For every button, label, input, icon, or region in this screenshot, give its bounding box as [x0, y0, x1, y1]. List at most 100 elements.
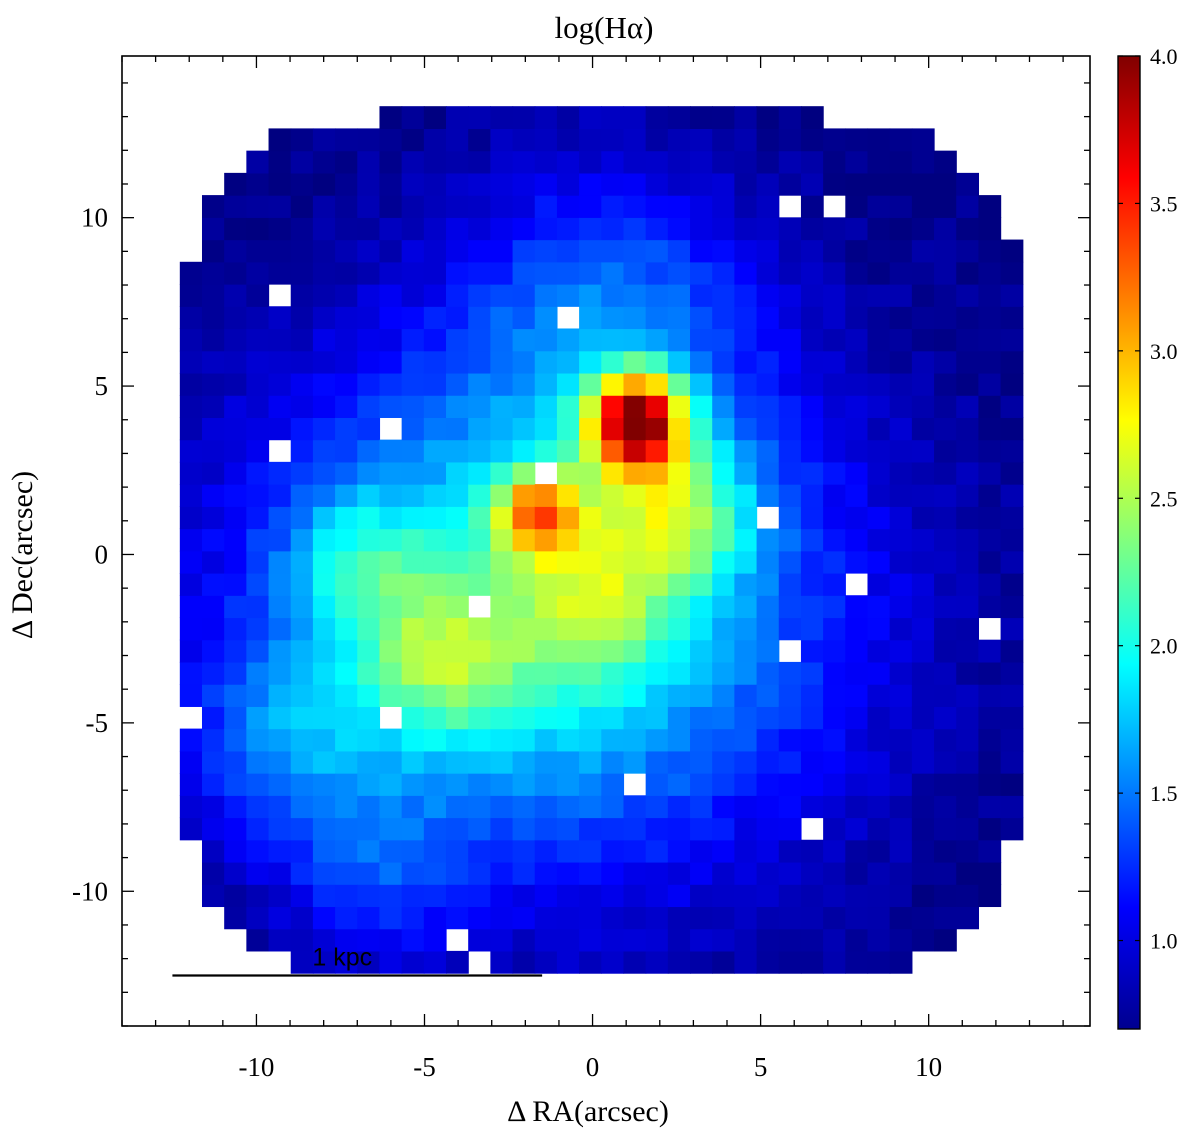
heatmap-pixel: [290, 661, 314, 685]
heatmap-pixel: [423, 839, 447, 863]
heatmap-pixel: [756, 661, 780, 685]
heatmap-pixel: [734, 661, 758, 685]
heatmap-pixel: [446, 728, 469, 752]
heatmap-pixel: [312, 684, 336, 707]
heatmap-pixel: [335, 773, 358, 796]
heatmap-pixel: [845, 861, 869, 885]
heatmap-pixel: [889, 817, 913, 841]
heatmap-pixel: [290, 306, 314, 330]
heatmap-pixel: [312, 350, 336, 374]
heatmap-pixel: [201, 617, 225, 641]
heatmap-pixel: [823, 950, 846, 974]
heatmap-pixel: [889, 773, 913, 796]
heatmap-pixel: [623, 506, 647, 530]
heatmap-pixel: [246, 839, 270, 863]
heatmap-pixel: [512, 706, 536, 730]
heatmap-pixel: [201, 306, 225, 330]
heatmap-pixel: [446, 550, 469, 574]
heatmap-pixel: [756, 817, 780, 841]
heatmap-pixel: [556, 928, 580, 952]
heatmap-pixel: [1000, 328, 1024, 352]
heatmap-pixel: [823, 261, 846, 285]
heatmap-pixel: [512, 284, 536, 307]
heatmap-pixel: [357, 461, 381, 485]
heatmap-pixel: [312, 884, 336, 908]
heatmap-pixel: [867, 684, 891, 707]
heatmap-pixel: [845, 150, 869, 174]
heatmap-pixel: [468, 684, 491, 707]
heatmap-pixel: [379, 661, 403, 685]
heatmap-pixel: [468, 284, 491, 307]
heatmap-pixel: [268, 195, 292, 218]
heatmap-pixel: [224, 484, 247, 507]
heatmap-pixel: [845, 550, 869, 574]
colorbar-ticks: 1.0 1.5 2.0 2.5 3.0 3.5 4.0: [1118, 44, 1178, 954]
heatmap-pixel: [246, 506, 270, 530]
heatmap-pixel: [778, 439, 802, 463]
heatmap-pixel: [734, 817, 758, 841]
heatmap-pixel: [690, 795, 713, 819]
heatmap-pixel: [911, 239, 935, 263]
heatmap-pixel: [889, 372, 913, 396]
heatmap-pixel: [312, 372, 336, 396]
heatmap-pixel: [911, 350, 935, 374]
heatmap-pixel: [823, 550, 846, 574]
heatmap-pixel: [312, 417, 336, 441]
heatmap-pixel: [556, 284, 580, 307]
heatmap-pixel: [934, 884, 957, 908]
heatmap-pixel: [556, 661, 580, 685]
heatmap-pixel: [490, 928, 514, 952]
heatmap-pixel: [823, 395, 846, 418]
heatmap-pixel: [534, 661, 558, 685]
heatmap-pixel: [756, 239, 780, 263]
heatmap-pixel: [490, 595, 514, 619]
heatmap-pixel: [889, 528, 913, 552]
heatmap-pixel: [778, 750, 802, 774]
x-tick-labels: -10 -5 0 5 10: [238, 1052, 942, 1082]
heatmap-pixel: [401, 172, 425, 196]
heatmap-pixel: [734, 106, 758, 130]
heatmap-pixel: [601, 728, 625, 752]
heatmap-pixel: [867, 750, 891, 774]
heatmap-pixel: [401, 239, 425, 263]
heatmap-pixel: [623, 372, 647, 396]
heatmap-pixel: [623, 573, 647, 596]
heatmap-pixel: [601, 795, 625, 819]
heatmap-pixel: [335, 928, 358, 952]
heatmap-pixel: [490, 639, 514, 663]
heatmap-pixel: [978, 595, 1002, 619]
heatmap-pixel: [934, 217, 957, 241]
heatmap-pixel: [712, 484, 735, 507]
heatmap-pixel: [179, 461, 203, 485]
heatmap-pixel: [845, 706, 869, 730]
heatmap-pixel: [201, 484, 225, 507]
heatmap-pixel: [379, 284, 403, 307]
heatmap-pixel: [623, 550, 647, 574]
heatmap-pixel: [601, 239, 625, 263]
heatmap-pixel: [712, 372, 735, 396]
heatmap-pixel: [468, 372, 491, 396]
heatmap-pixel: [179, 417, 203, 441]
heatmap-pixel: [756, 728, 780, 752]
heatmap-pixel: [224, 306, 247, 330]
heatmap-pixel: [867, 372, 891, 396]
heatmap-pixel: [645, 684, 669, 707]
heatmap-pixel: [579, 839, 602, 863]
heatmap-pixel: [357, 617, 381, 641]
heatmap-pixel: [845, 284, 869, 307]
heatmap-pixel: [690, 706, 713, 730]
heatmap-pixel: [534, 195, 558, 218]
heatmap-pixel: [956, 684, 980, 707]
heatmap-pixel: [401, 817, 425, 841]
heatmap-pixel: [1000, 395, 1024, 418]
heatmap-pixel: [534, 417, 558, 441]
heatmap-pixel: [290, 484, 314, 507]
heatmap-pixel: [446, 661, 469, 685]
heatmap-pixel: [179, 684, 203, 707]
heatmap-pixel: [934, 461, 957, 485]
heatmap-pixel: [690, 261, 713, 285]
heatmap-pixel: [734, 239, 758, 263]
heatmap-pixel: [867, 484, 891, 507]
heatmap-pixel: [268, 172, 292, 196]
heatmap-pixel: [845, 639, 869, 663]
